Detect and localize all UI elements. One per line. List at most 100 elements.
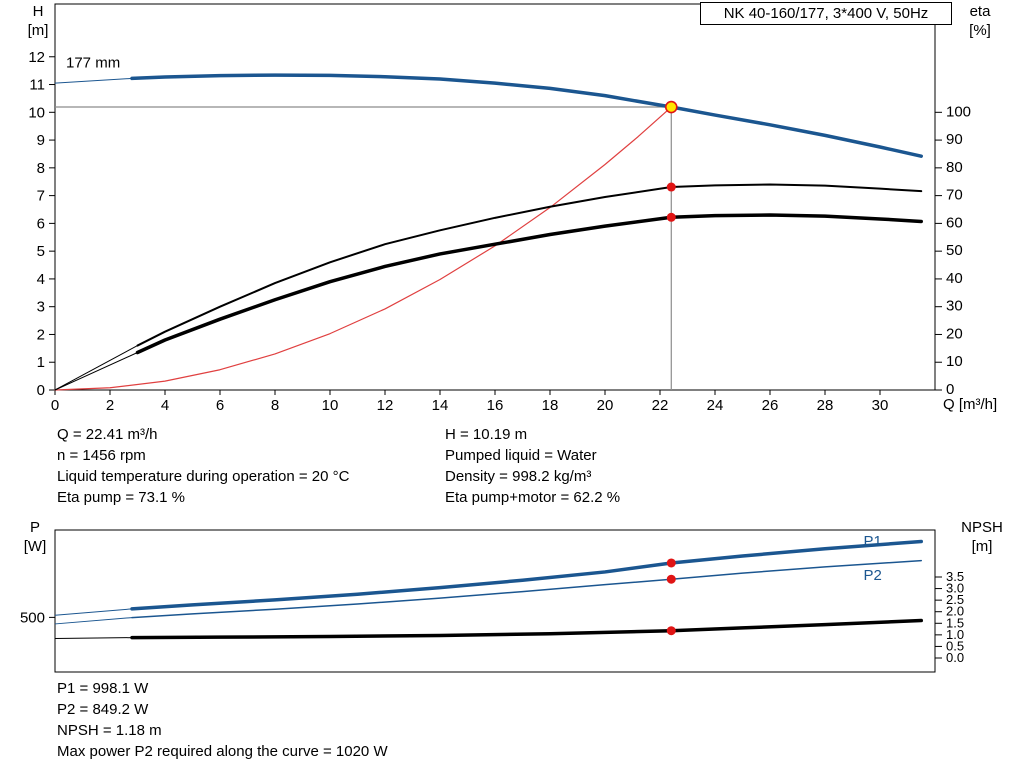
p2-curve-lead (54, 617, 133, 625)
y-right-tick-label: 60 (946, 214, 963, 231)
x-tick-label: 0 (51, 397, 59, 414)
y-right-tick-label: 90 (946, 131, 963, 148)
p1-operating-point (666, 558, 676, 568)
p-axis-label: P [W] (14, 518, 56, 556)
x-tick-label: 28 (817, 397, 834, 414)
y-right-tick-label: 0.0 (946, 650, 964, 665)
info-line-head: H = 10.19 m (445, 426, 528, 443)
y-right-tick-label: 20 (946, 325, 963, 342)
x-tick-label: 22 (652, 397, 669, 414)
x-tick-label: 4 (161, 397, 169, 414)
power-info-panel: P1 = 998.1 W P2 = 849.2 W NPSH = 1.18 m … (57, 678, 388, 762)
p2-curve-label: P2 (864, 567, 882, 584)
npsh-curve (130, 618, 923, 640)
y-left-tick-label: 3 (37, 299, 45, 316)
info-line-density: Density = 998.2 kg/m³ (445, 468, 592, 485)
y-right-tick-label: 40 (946, 270, 963, 287)
y-left-tick-label: 12 (28, 49, 45, 66)
x-tick-label: 14 (432, 397, 449, 414)
y-right-tick-label: 2.5 (946, 592, 964, 607)
y-left-tick-label: 0 (37, 382, 45, 399)
y-right-tick-label: 10 (946, 353, 963, 370)
y-left-tick-label: 1 (37, 354, 45, 371)
y-right-tick-label: 1.5 (946, 615, 964, 630)
info-line-liquid-temperature: Liquid temperature during operation = 20… (57, 468, 350, 485)
p1-curve (130, 539, 923, 611)
y-right-tick-label: 0.5 (946, 638, 964, 653)
x-tick-label: 30 (872, 397, 889, 414)
y-left-tick-label: 8 (37, 160, 45, 177)
x-tick-label: 18 (542, 397, 559, 414)
eta-pump-operating-point (666, 182, 676, 192)
p2-curve (131, 559, 922, 619)
h-axis-symbol: H (32, 3, 44, 20)
y-left-tick-label: 500 (20, 609, 45, 626)
npsh-axis-symbol: NPSH (961, 519, 1003, 536)
power-chart-frame (54, 529, 936, 673)
eta-pump-curve (136, 183, 923, 347)
eta-pump-motor-curve-lead (54, 352, 138, 391)
npsh-curve-lead (54, 637, 133, 640)
info-line-eta-pump: Eta pump = 73.1 % (57, 489, 185, 506)
npsh-axis-label: NPSH [m] (952, 518, 1012, 556)
x-tick-label: 16 (487, 397, 504, 414)
duty-point[interactable] (664, 100, 678, 114)
eta-pump-motor-curve (135, 213, 923, 355)
y-right-tick-label: 100 (946, 103, 971, 120)
eta-axis-unit: [%] (969, 22, 991, 39)
y-right-tick-label: 80 (946, 159, 963, 176)
y-left-tick-label: 11 (29, 77, 45, 94)
p2-operating-point (666, 574, 676, 584)
duty-info-right-column: H = 10.19 m Pumped liquid = Water Densit… (445, 424, 620, 508)
y-left-tick-label: 4 (37, 271, 45, 288)
y-right-tick-label: 1.0 (946, 627, 964, 642)
p1-curve-label: P1 (864, 533, 882, 550)
y-right-tick-label: 3.0 (946, 581, 964, 596)
x-tick-label: 24 (707, 397, 724, 414)
h-axis-unit: [m] (27, 22, 49, 39)
system-curve (54, 106, 672, 391)
duty-info-left-column: Q = 22.41 m³/h n = 1456 rpm Liquid tempe… (57, 424, 349, 508)
info-line-eta-pump-motor: Eta pump+motor = 62.2 % (445, 489, 621, 506)
footer-line-max-power: Max power P2 required along the curve = … (57, 743, 388, 760)
q-axis-label: Q [m³/h] (943, 396, 998, 413)
eta-axis-label: eta [%] (958, 2, 1002, 40)
x-tick-label: 26 (762, 397, 779, 414)
p-axis-unit: [W] (23, 538, 47, 555)
info-line-pumped-liquid: Pumped liquid = Water (445, 447, 597, 464)
head-curve (130, 73, 923, 158)
footer-line-p1: P1 = 998.1 W (57, 680, 149, 697)
info-line-speed: n = 1456 rpm (57, 447, 146, 464)
y-right-tick-label: 30 (946, 298, 963, 315)
head-curve-lead (54, 77, 133, 84)
y-left-tick-label: 2 (37, 326, 45, 343)
impeller-diameter-label: 177 mm (66, 54, 120, 71)
info-line-q: Q = 22.41 m³/h (57, 426, 158, 443)
y-left-tick-label: 5 (37, 243, 45, 260)
h-axis-label: H [m] (18, 2, 58, 40)
x-tick-label: 20 (597, 397, 614, 414)
y-right-tick-label: 50 (946, 242, 963, 259)
qh-chart-canvas[interactable]: 0 2 4 6 8 10 12 14 16 18 20 22 24 26 28 300123456789101… (0, 0, 1024, 418)
x-tick-label: 8 (271, 397, 279, 414)
power-npsh-chart-canvas[interactable]: 500 0.00.51.01.52.02.53.03.5 P1 P2 (0, 520, 1024, 680)
y-right-tick-label: 2.0 (946, 604, 964, 619)
footer-line-npsh: NPSH = 1.18 m (57, 722, 162, 739)
y-left-tick-label: 6 (37, 215, 45, 232)
y-left-tick-label: 10 (28, 104, 45, 121)
x-tick-label: 10 (322, 397, 339, 414)
p-axis-symbol: P (29, 519, 40, 536)
y-right-tick-label: 3.5 (946, 569, 964, 584)
p1-curve-lead (54, 608, 133, 616)
footer-line-p2: P2 = 849.2 W (57, 701, 149, 718)
y-right-tick-label: 70 (946, 187, 963, 204)
pump-type-label: NK 40-160/177, 3*400 V, 50Hz (700, 2, 952, 25)
eta-axis-symbol: eta (969, 3, 991, 20)
x-tick-label: 12 (377, 397, 394, 414)
y-left-tick-label: 9 (37, 132, 45, 149)
x-tick-label: 2 (106, 397, 114, 414)
eta-pump-motor-operating-point (666, 212, 676, 222)
y-left-tick-label: 7 (37, 188, 45, 205)
y-right-tick-label: 0 (946, 381, 954, 398)
